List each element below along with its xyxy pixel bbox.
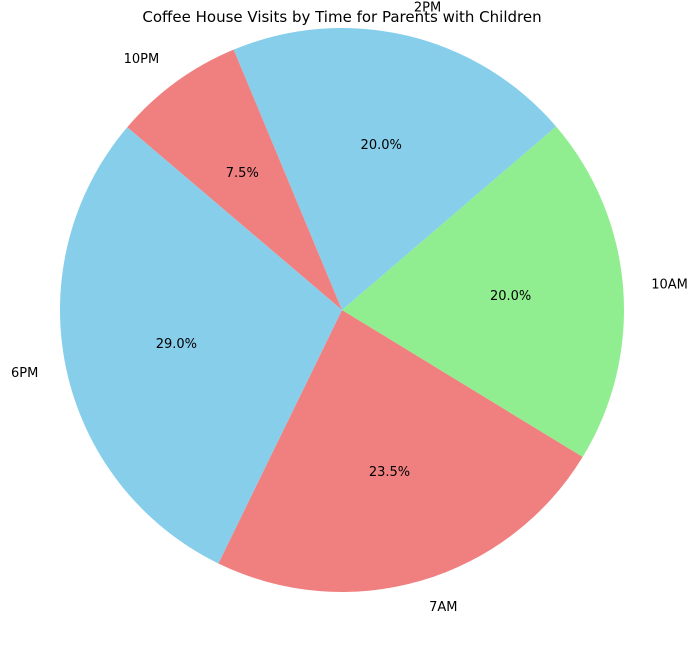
percent-label-6pm: 29.0% [156, 337, 197, 352]
category-label-10am: 10AM [651, 278, 688, 293]
percent-label-7am: 23.5% [369, 465, 410, 480]
pie-slice-7am [218, 310, 583, 592]
pie-slices [60, 28, 624, 592]
percent-label-2pm: 20.0% [361, 138, 402, 153]
pie-slice-10am [342, 126, 624, 457]
category-label-2pm: 2PM [414, 1, 441, 16]
chart-title: Coffee House Visits by Time for Parents … [142, 8, 541, 26]
percent-label-10am: 20.0% [490, 289, 531, 304]
pie-slice-2pm [233, 28, 557, 311]
pie-slice-6pm [60, 127, 342, 564]
category-label-10pm: 10PM [124, 52, 160, 67]
pie-slice-10pm [127, 49, 342, 310]
category-label-6pm: 6PM [11, 366, 38, 381]
category-label-7am: 7AM [429, 600, 457, 615]
percent-label-10pm: 7.5% [226, 166, 259, 181]
pie-labels: 23.5% 7AM 20.0% 10AM 20.0% 2PM 7.5% 10PM 29.0% 6P… [11, 1, 688, 615]
